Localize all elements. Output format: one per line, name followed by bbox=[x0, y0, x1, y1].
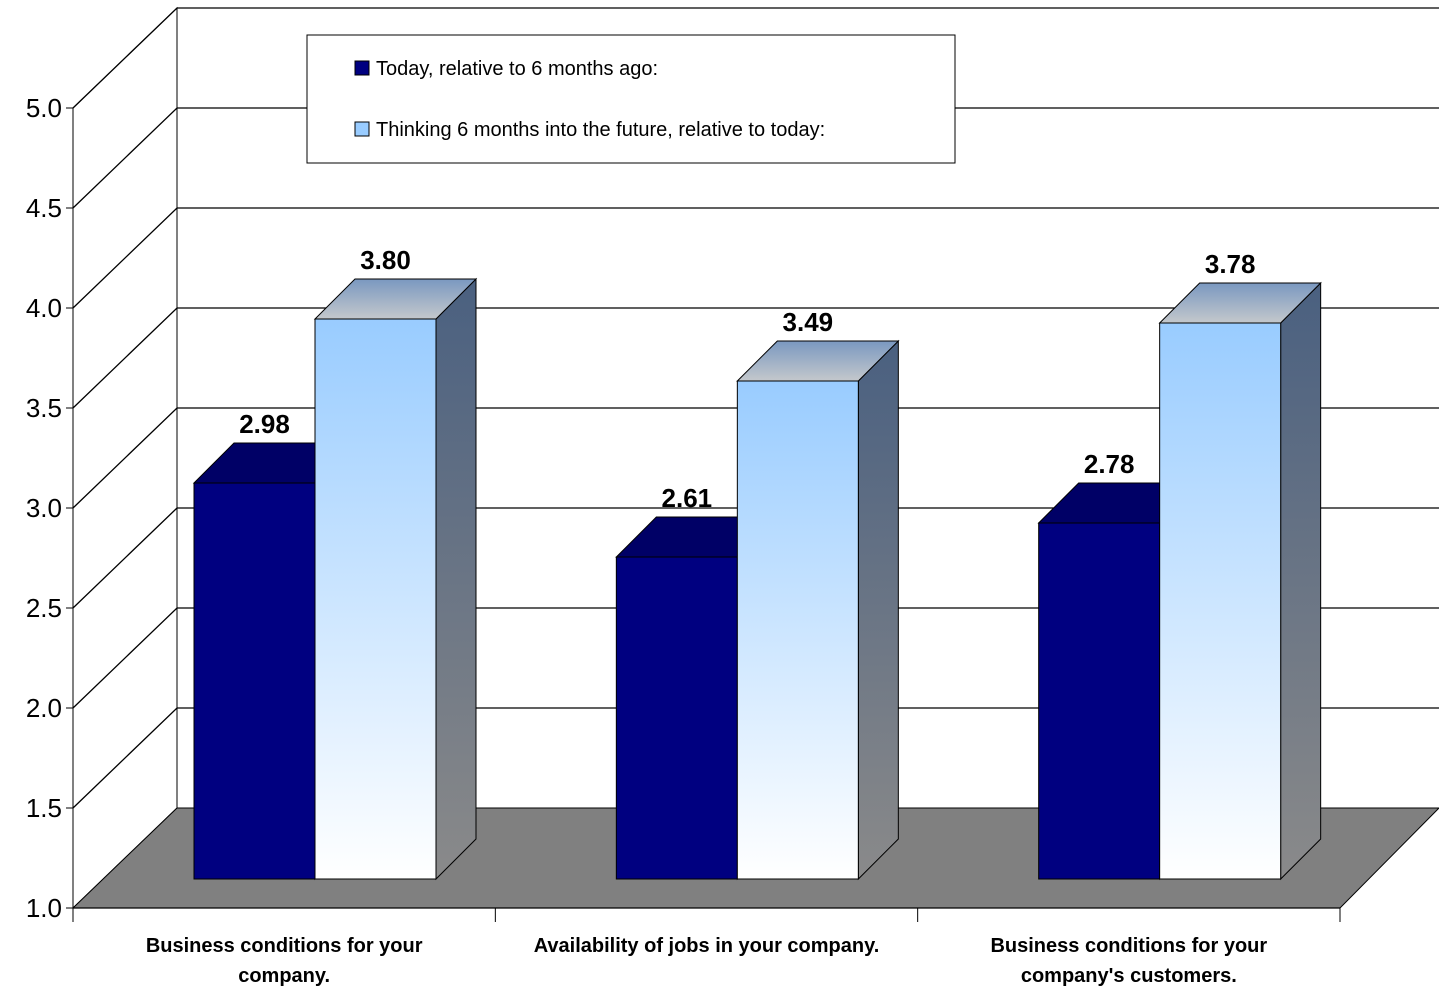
bar-top bbox=[1158, 282, 1322, 324]
gridline bbox=[72, 107, 1439, 209]
value-axis: 1.0 1.5 2.0 2.5 3.0 3.5 4.0 4.5 5.0 bbox=[26, 93, 74, 923]
data-label: 3.78 bbox=[1205, 249, 1256, 279]
y-tick-label: 1.0 bbox=[26, 893, 62, 923]
y-tick-label: 4.0 bbox=[26, 293, 62, 323]
category-label: Business conditions for your company's cu… bbox=[990, 935, 1267, 987]
data-label: 2.98 bbox=[239, 409, 290, 439]
bar-top bbox=[313, 278, 478, 320]
legend-swatch-future bbox=[354, 121, 370, 137]
bar-side bbox=[857, 339, 899, 881]
legend-box bbox=[306, 34, 956, 164]
bar bbox=[1159, 322, 1282, 880]
data-label: 3.49 bbox=[783, 307, 834, 337]
y-tick-label: 4.5 bbox=[26, 193, 62, 223]
bar bbox=[193, 482, 316, 880]
data-label: 3.80 bbox=[360, 245, 411, 275]
gridline bbox=[72, 7, 1439, 109]
data-labels: 2.98 3.80 2.61 3.49 2.78 3.78 bbox=[239, 245, 1255, 513]
y-tick-label: 2.5 bbox=[26, 593, 62, 623]
y-tick-label: 3.5 bbox=[26, 393, 62, 423]
gridline bbox=[72, 307, 1439, 409]
data-label: 2.78 bbox=[1084, 449, 1135, 479]
y-tick-label: 5.0 bbox=[26, 93, 62, 123]
gridline bbox=[72, 207, 1439, 309]
bar bbox=[314, 318, 437, 880]
bar-side bbox=[1280, 281, 1322, 881]
bars bbox=[192, 277, 1322, 881]
gridline bbox=[72, 407, 1439, 509]
legend: Today, relative to 6 months ago: Thinkin… bbox=[306, 34, 956, 164]
y-tick-label: 1.5 bbox=[26, 793, 62, 823]
bar-side bbox=[435, 277, 477, 881]
category-label: Business conditions for your company. bbox=[146, 935, 423, 987]
legend-swatch-today bbox=[354, 60, 370, 76]
chart-walls bbox=[72, 6, 1439, 910]
bar bbox=[1038, 522, 1161, 880]
category-axis: Business conditions for your company. Avai… bbox=[72, 907, 1341, 987]
gridline bbox=[72, 507, 1439, 609]
gridline bbox=[72, 607, 1439, 709]
y-tick-label: 3.0 bbox=[26, 493, 62, 523]
data-label: 2.61 bbox=[662, 483, 713, 513]
bar bbox=[736, 380, 859, 880]
bar bbox=[615, 556, 738, 880]
y-tick-label: 2.0 bbox=[26, 693, 62, 723]
category-label: Availability of jobs in your company. bbox=[534, 935, 880, 957]
legend-label-today: Today, relative to 6 months ago: bbox=[376, 58, 658, 80]
gridline bbox=[72, 707, 1439, 809]
bar-top bbox=[736, 340, 900, 382]
legend-label-future: Thinking 6 months into the future, relat… bbox=[376, 119, 825, 141]
